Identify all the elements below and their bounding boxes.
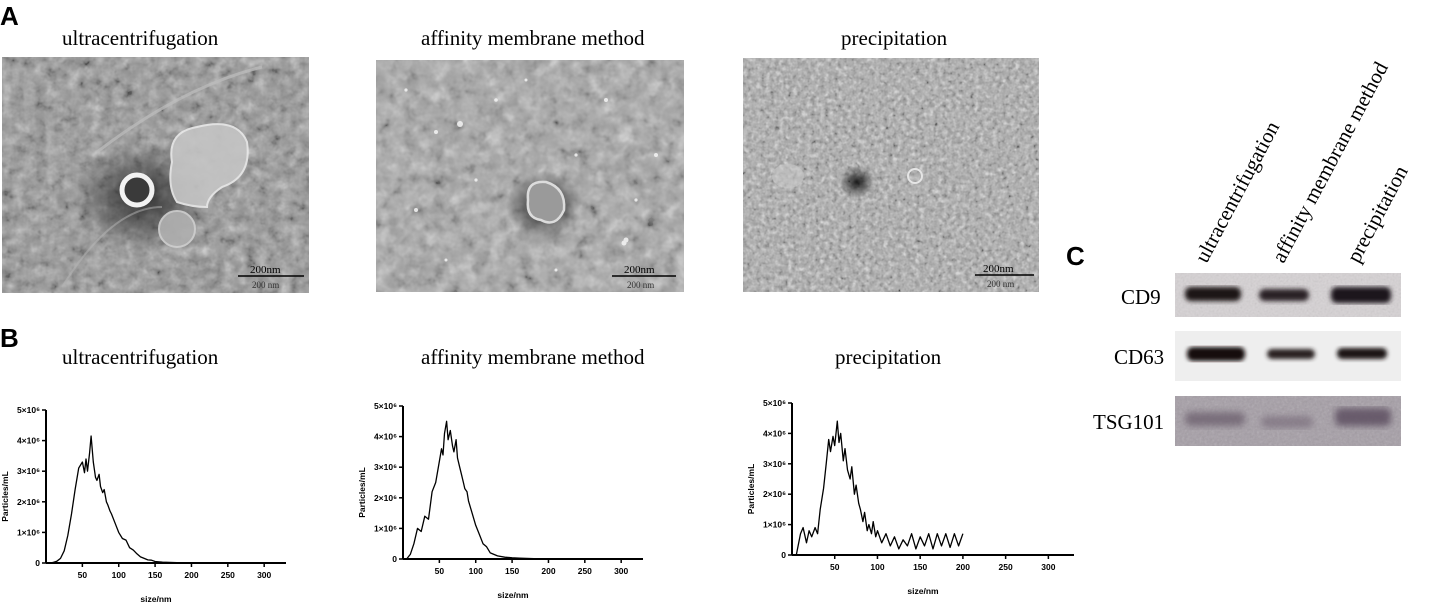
nta-chart-2: 0 1×10⁶ 2×10⁶ 3×10⁶ 4×10⁶ 5×10⁶ 50 100 150 200 250… — [355, 396, 655, 609]
tem-caption-3: precipitation — [841, 26, 948, 50]
svg-text:200nm: 200nm — [624, 264, 655, 276]
y-tick-label: 2×10⁶ — [17, 497, 40, 507]
nta-caption-3: precipitation — [835, 345, 942, 369]
wb-column-label-3: precipitation — [1341, 161, 1413, 267]
y-axis-label: Particles/mL — [0, 471, 10, 522]
x-tick-label: 100 — [112, 570, 126, 580]
svg-text:200 nm: 200 nm — [627, 280, 654, 290]
y-tick-label: 3×10⁶ — [374, 462, 397, 472]
nta-chart-3: 0 1×10⁶ 2×10⁶ 3×10⁶ 4×10⁶ 5×10⁶ 50 100 150 200 250… — [730, 393, 1074, 609]
x-tick-label: 150 — [913, 562, 927, 572]
y-tick-label: 0 — [781, 550, 786, 560]
x-tick-label: 250 — [999, 562, 1013, 572]
x-axis-label: size/nm — [497, 590, 529, 600]
y-tick-label: 5×10⁶ — [763, 398, 786, 408]
y-tick-label: 4×10⁶ — [17, 436, 40, 446]
x-tick-label: 50 — [830, 562, 840, 572]
y-tick-label: 5×10⁶ — [17, 405, 40, 415]
panel-letter-c: C — [1066, 241, 1085, 271]
y-tick-label: 4×10⁶ — [374, 432, 397, 442]
x-tick-label: 150 — [505, 566, 519, 576]
y-tick-label: 5×10⁶ — [374, 401, 397, 411]
x-tick-label: 200 — [956, 562, 970, 572]
y-tick-label: 4×10⁶ — [763, 428, 786, 438]
y-tick-label: 2×10⁶ — [763, 489, 786, 499]
x-tick-label: 300 — [614, 566, 628, 576]
x-tick-label: 100 — [469, 566, 483, 576]
x-tick-label: 200 — [184, 570, 198, 580]
tem-scale-label: 200nm — [250, 264, 281, 276]
y-tick-label: 1×10⁶ — [763, 520, 786, 530]
wb-blot-cd9 — [1175, 273, 1401, 317]
wb-row-label-cd63: CD63 — [1114, 345, 1165, 369]
nta-caption-1: ultracentrifugation — [62, 345, 219, 369]
x-tick-label: 250 — [221, 570, 235, 580]
y-tick-label: 3×10⁶ — [17, 466, 40, 476]
x-tick-label: 300 — [257, 570, 271, 580]
wb-column-label-1: ultracentrifugation — [1189, 117, 1285, 267]
x-tick-label: 250 — [578, 566, 592, 576]
tem-image-affinity-membrane: 200nm 200 nm — [376, 60, 684, 292]
panel-letter-a: A — [0, 1, 19, 31]
y-tick-label: 1×10⁶ — [17, 527, 40, 537]
y-axis-label: Particles/mL — [357, 467, 367, 518]
size-distribution-line — [49, 435, 199, 564]
x-tick-label: 50 — [435, 566, 445, 576]
tem-scale-sub: 200 nm — [252, 280, 279, 290]
panel-letter-b: B — [0, 323, 19, 353]
x-tick-label: 100 — [870, 562, 884, 572]
svg-text:200 nm: 200 nm — [987, 279, 1014, 289]
tem-image-precipitation: 200nm 200 nm — [743, 58, 1039, 292]
y-tick-label: 0 — [35, 558, 40, 568]
tem-caption-2: affinity membrane method — [421, 26, 645, 50]
y-tick-label: 1×10⁶ — [374, 523, 397, 533]
y-axis-label: Particles/mL — [746, 464, 756, 515]
wb-row-label-tsg101: TSG101 — [1093, 410, 1165, 434]
x-tick-label: 200 — [541, 566, 555, 576]
tem-caption-1: ultracentrifugation — [62, 26, 219, 50]
x-tick-label: 50 — [78, 570, 88, 580]
x-tick-label: 300 — [1041, 562, 1055, 572]
x-axis-label: size/nm — [907, 586, 939, 596]
y-tick-label: 3×10⁶ — [763, 459, 786, 469]
size-distribution-line — [406, 420, 549, 560]
y-tick-label: 2×10⁶ — [374, 493, 397, 503]
y-tick-label: 0 — [392, 554, 397, 564]
wb-blot-cd63 — [1175, 331, 1401, 381]
tem-image-ultracentrifugation: 200nm 200 nm — [2, 57, 309, 293]
svg-text:200nm: 200nm — [983, 263, 1014, 275]
nta-chart-1: 0 1×10⁶ 2×10⁶ 3×10⁶ 4×10⁶ 5×10⁶ 50 100 150 200 250… — [0, 400, 300, 609]
nta-caption-2: affinity membrane method — [421, 345, 645, 369]
size-distribution-line — [795, 420, 964, 556]
x-tick-label: 150 — [148, 570, 162, 580]
wb-row-label-cd9: CD9 — [1121, 285, 1161, 309]
x-axis-label: size/nm — [140, 594, 172, 604]
wb-blot-tsg101 — [1175, 396, 1401, 446]
